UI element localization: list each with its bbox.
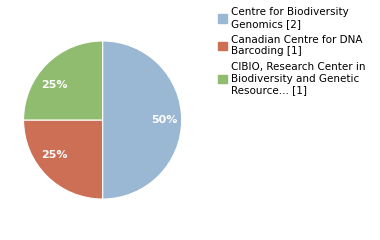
Legend: Centre for Biodiversity
Genomics [2], Canadian Centre for DNA
Barcoding [1], CIB: Centre for Biodiversity Genomics [2], Ca… [215, 5, 368, 97]
Wedge shape [103, 41, 182, 199]
Wedge shape [24, 41, 103, 120]
Wedge shape [24, 120, 103, 199]
Text: 50%: 50% [152, 115, 178, 125]
Text: 25%: 25% [41, 150, 68, 160]
Text: 25%: 25% [41, 80, 68, 90]
